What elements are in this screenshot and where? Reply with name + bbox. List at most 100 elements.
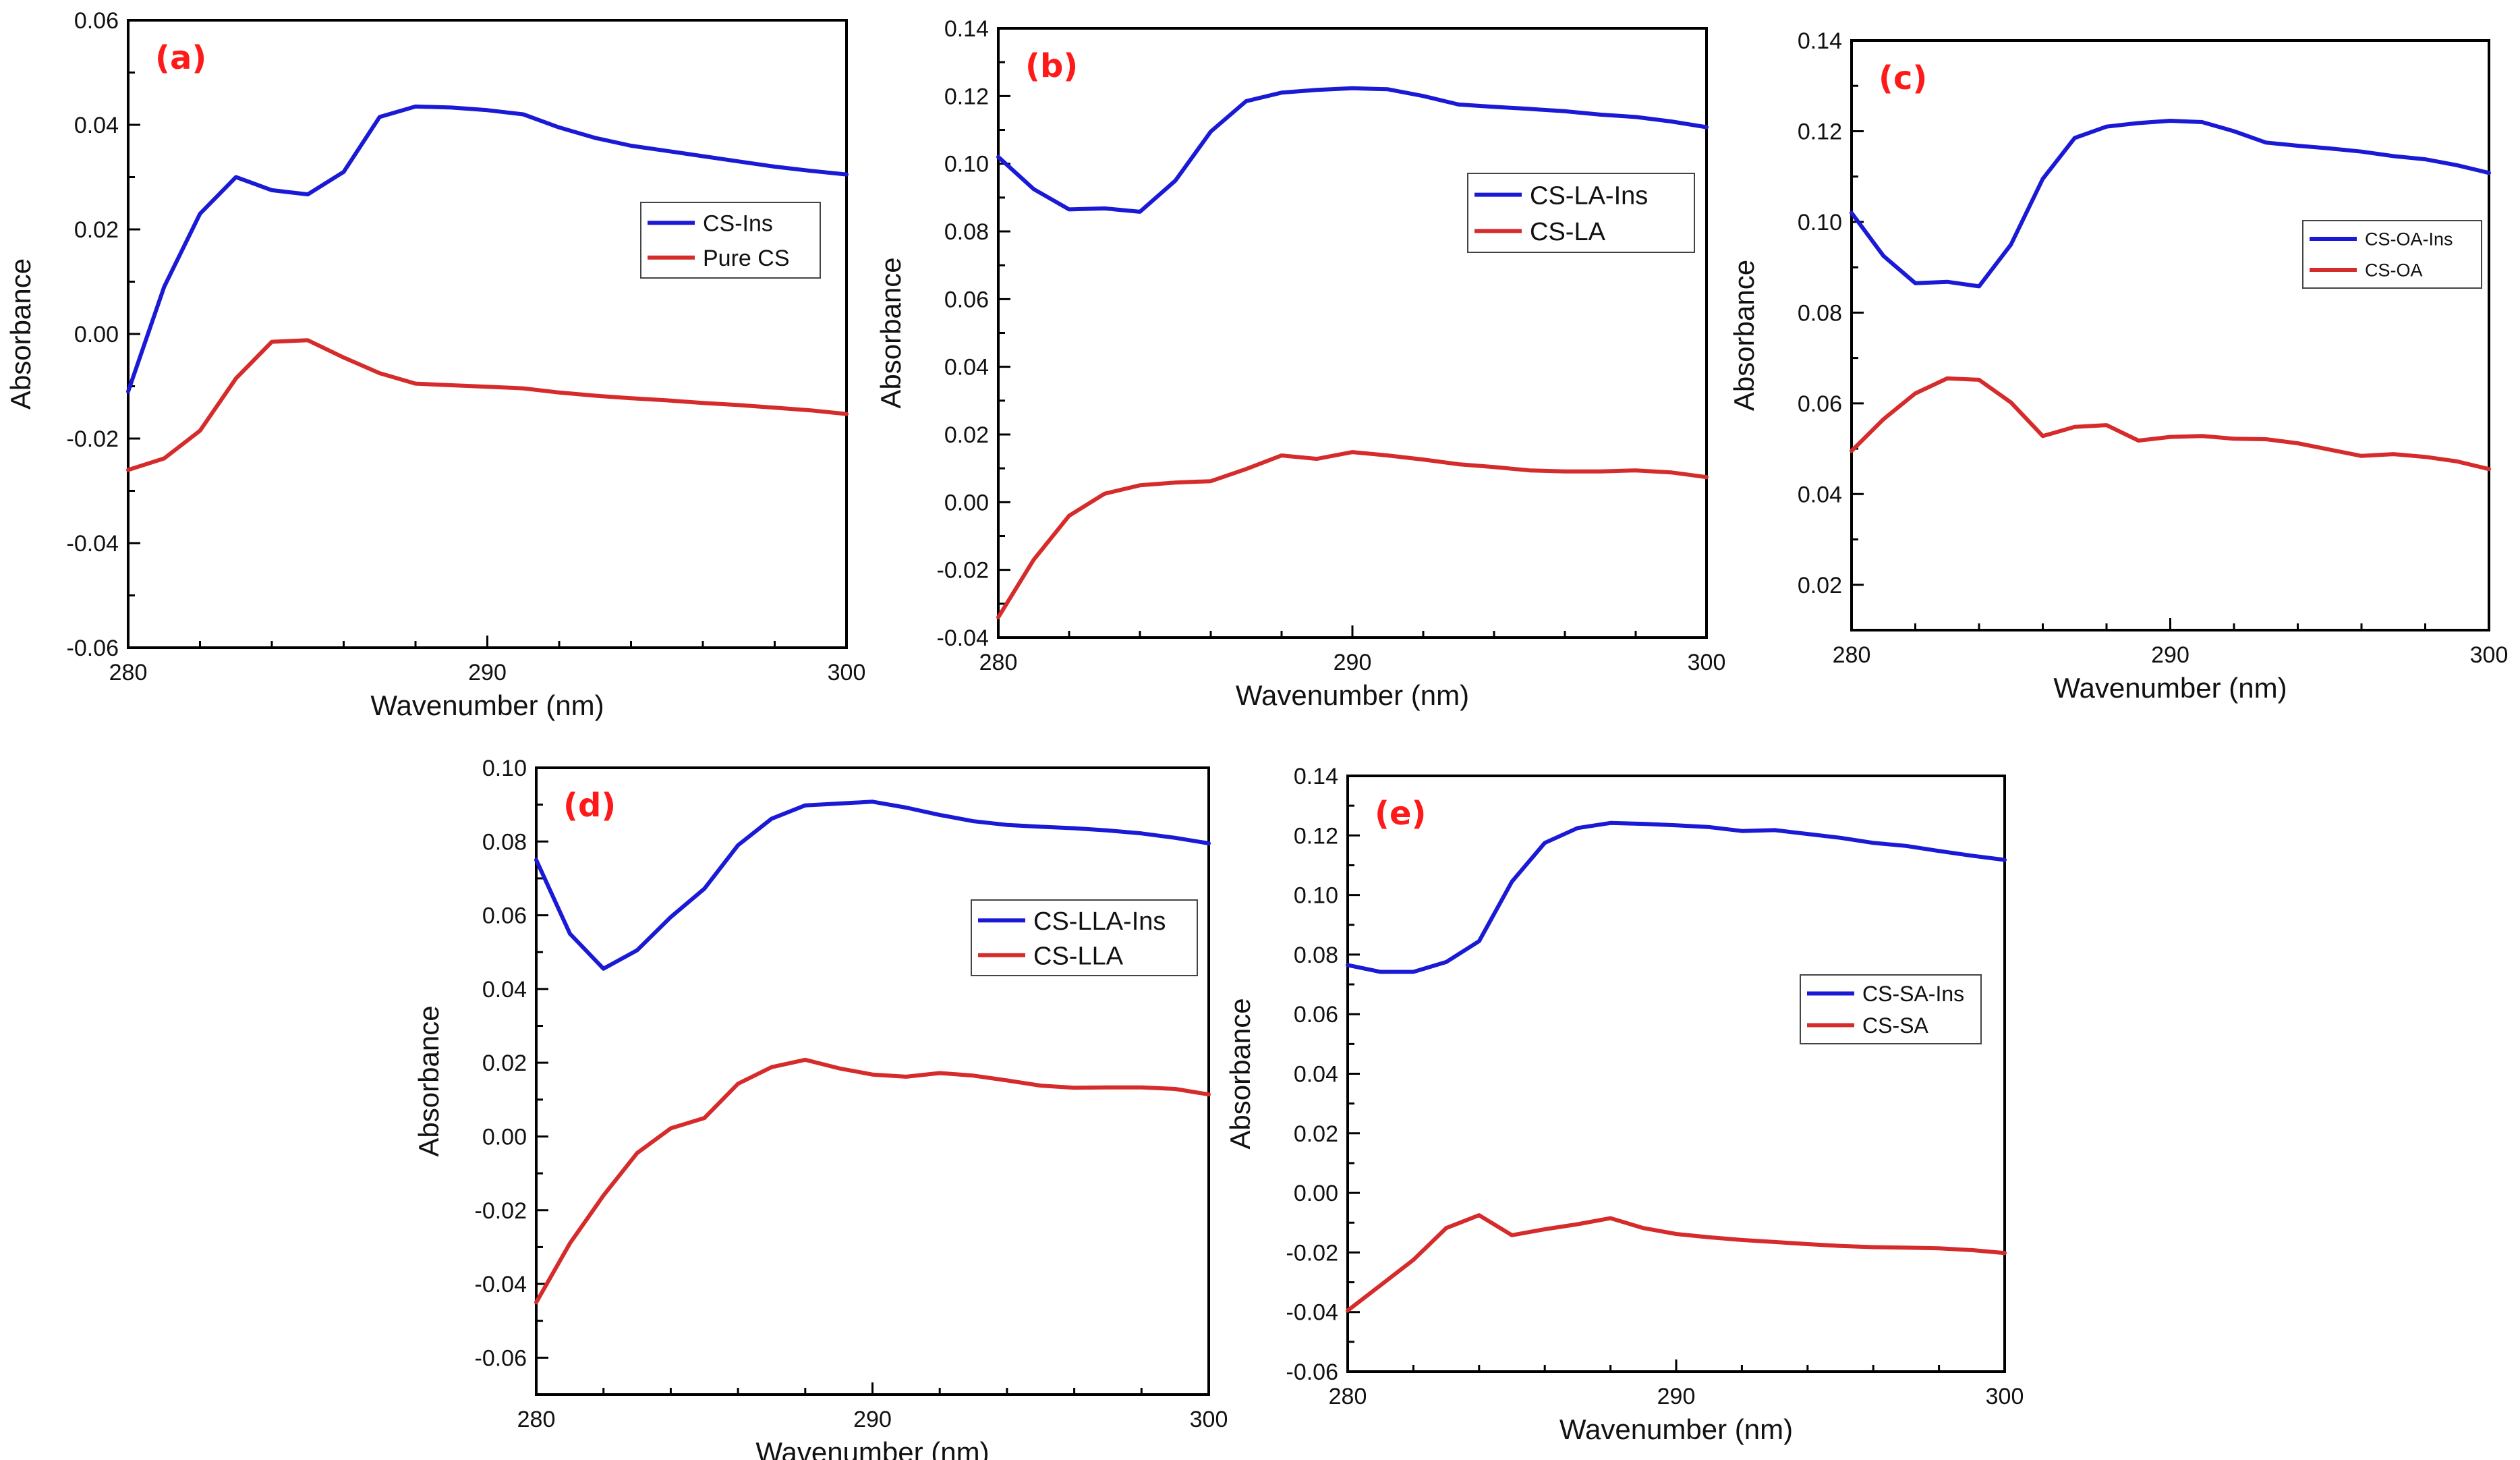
y-tick-label: -0.06	[1286, 1359, 1339, 1385]
y-tick-label: 0.08	[1798, 300, 1842, 326]
y-axis-title: Absorbance	[1728, 260, 1760, 411]
y-tick-label: 0.04	[74, 113, 119, 138]
y-tick-label: 0.04	[1798, 482, 1842, 507]
x-tick-label: 300	[1190, 1407, 1228, 1432]
y-tick-label: 0.12	[1294, 823, 1338, 849]
plot-frame	[997, 27, 1708, 639]
y-tick-label: -0.06	[67, 636, 119, 661]
y-tick-label: 0.10	[1294, 883, 1338, 909]
y-axis-title: Absorbance	[5, 258, 36, 410]
legend-box	[1800, 974, 1982, 1044]
y-tick-label: -0.02	[67, 426, 119, 452]
y-tick-label: -0.04	[937, 625, 990, 651]
series-line-pure-cs	[126, 338, 849, 472]
series-line-cs-lla	[534, 1057, 1211, 1305]
x-tick-label: 280	[979, 650, 1018, 675]
y-tick-label: 0.00	[1294, 1181, 1338, 1206]
y-axis-title: Absorbance	[1224, 998, 1256, 1149]
legend-label: CS-Ins	[703, 210, 773, 236]
plot-frame	[1850, 39, 2490, 631]
y-tick-label: 0.06	[1798, 391, 1842, 417]
y-tick-label: 0.00	[944, 490, 989, 515]
panel-label: (d)	[563, 787, 616, 824]
y-tick-label: 0.02	[1294, 1121, 1338, 1147]
series-line-cs-la-ins	[996, 86, 1709, 214]
series-line-cs-sa-ins	[1346, 820, 2007, 974]
y-tick-label: 0.06	[74, 8, 119, 34]
y-tick-label: -0.06	[475, 1345, 527, 1371]
legend-box	[2302, 220, 2482, 289]
y-tick-label: 0.04	[1294, 1062, 1338, 1088]
y-tick-label: 0.10	[482, 756, 527, 781]
y-tick-label: 0.06	[1294, 1002, 1338, 1028]
y-tick-label: -0.04	[67, 531, 119, 557]
legend-label: CS-OA	[2365, 260, 2423, 281]
plot-frame	[1346, 775, 2006, 1373]
y-tick-label: 0.08	[944, 219, 989, 245]
panel-c: 0.02 0.04 0.06 0.08 0.10 0.12 0.14 280 290 300 Wav…	[1728, 28, 2508, 704]
y-tick-label: 0.00	[482, 1124, 527, 1150]
panel-label: (c)	[1879, 59, 1927, 97]
y-tick-label: -0.04	[475, 1272, 527, 1297]
panel-e: -0.06 -0.04 -0.02 0.00 0.02 0.04 0.06 0.08 0.10 0…	[1224, 764, 2024, 1445]
series-line-cs-ins	[126, 104, 849, 394]
y-tick-label: 0.06	[482, 903, 527, 929]
x-tick-label: 290	[853, 1407, 892, 1432]
legend-label: CS-SA	[1862, 1013, 1928, 1038]
y-tick-label: 0.14	[944, 16, 989, 42]
y-tick-label: 0.14	[1798, 28, 1842, 54]
y-axis-title: Absorbance	[875, 257, 907, 408]
legend-box	[971, 899, 1198, 976]
x-tick-label: 290	[1334, 650, 1372, 675]
series-line-cs-oa	[1850, 376, 2491, 472]
x-tick-label: 280	[1329, 1384, 1367, 1409]
x-tick-label: 300	[1986, 1384, 2024, 1409]
legend-label: CS-OA-Ins	[2365, 229, 2453, 250]
y-tick-label: 0.02	[482, 1050, 527, 1076]
x-axis-title: Wavenumber (nm)	[1236, 679, 1469, 711]
x-tick-label: 280	[109, 660, 148, 685]
x-axis-title: Wavenumber (nm)	[1559, 1413, 1793, 1445]
x-tick-label: 280	[1833, 642, 1871, 668]
x-tick-label: 290	[2151, 642, 2189, 668]
series-line-cs-la	[996, 450, 1709, 619]
panel-label: (b)	[1025, 47, 1078, 85]
y-tick-label: 0.02	[944, 422, 989, 448]
y-tick-label: 0.02	[74, 217, 119, 243]
legend-label: Pure CS	[703, 246, 790, 271]
x-axis-title: Wavenumber (nm)	[755, 1436, 989, 1460]
panel-b: -0.04 -0.02 0.00 0.02 0.04 0.06 0.08 0.10 0.12 0.…	[875, 16, 1725, 711]
y-tick-label: 0.08	[482, 829, 527, 855]
y-tick-label: 0.12	[944, 84, 989, 109]
legend-label: CS-LLA-Ins	[1033, 907, 1166, 936]
y-tick-label: 0.08	[1294, 943, 1338, 968]
x-tick-label: 290	[468, 660, 507, 685]
panel-d: -0.06 -0.04 -0.02 0.00 0.02 0.04 0.06 0.08 0.10 2…	[413, 756, 1228, 1460]
x-tick-label: 300	[828, 660, 866, 685]
legend-box	[640, 202, 821, 279]
y-tick-label: 0.02	[1798, 573, 1842, 598]
legend-label: CS-LA-Ins	[1530, 181, 1648, 210]
y-tick-label: 0.04	[944, 355, 989, 381]
plot-frame	[127, 19, 848, 649]
y-tick-label: -0.02	[1286, 1240, 1339, 1266]
x-axis-title: Wavenumber (nm)	[370, 690, 604, 721]
x-tick-label: 300	[1688, 650, 1726, 675]
y-tick-label: 0.10	[1798, 210, 1842, 235]
legend-label: CS-SA-Ins	[1862, 982, 1964, 1006]
y-tick-label: 0.10	[944, 152, 989, 177]
legend-label: CS-LLA	[1033, 942, 1124, 970]
series-line-cs-sa	[1346, 1213, 2007, 1313]
panel-label: (e)	[1375, 795, 1426, 833]
x-tick-label: 300	[2470, 642, 2509, 668]
y-tick-label: -0.02	[937, 558, 990, 584]
panel-label: (a)	[155, 39, 206, 77]
series-line-cs-lla-ins	[534, 799, 1211, 971]
x-tick-label: 290	[1657, 1384, 1696, 1409]
y-tick-label: 0.12	[1798, 119, 1842, 144]
y-axis-title: Absorbance	[413, 1005, 445, 1156]
y-tick-label: 0.14	[1294, 764, 1338, 789]
series-line-cs-oa-ins	[1850, 119, 2491, 289]
y-tick-label: 0.00	[74, 322, 119, 347]
